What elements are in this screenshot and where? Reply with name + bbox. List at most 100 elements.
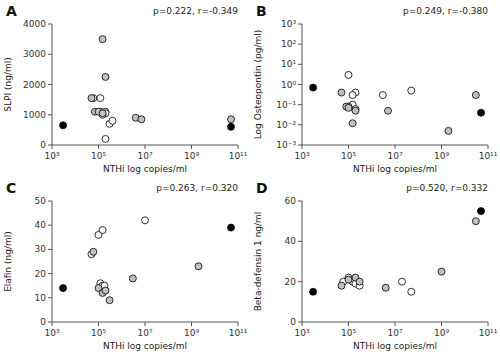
y-tick-label: 10²: [281, 39, 296, 49]
x-tick: [348, 145, 349, 149]
y-axis-line: [52, 201, 53, 322]
point: [379, 92, 386, 99]
point: [60, 285, 67, 292]
point: [338, 89, 345, 96]
annotation: p=0.520, r=0.332: [406, 183, 488, 193]
x-tick-label: 10⁷: [137, 328, 152, 338]
point: [195, 263, 202, 270]
point: [356, 278, 363, 285]
y-tick: [48, 201, 52, 202]
x-tick-label: 10⁹: [184, 328, 199, 338]
x-tick-label: 10¹¹: [479, 151, 498, 161]
point: [478, 109, 485, 116]
figure: 10³10⁵10⁷10⁹10¹¹01000200030004000NTHi lo…: [0, 0, 500, 354]
point: [408, 288, 415, 295]
x-tick: [191, 145, 192, 149]
y-tick: [48, 145, 52, 146]
point: [102, 287, 109, 294]
x-tick: [238, 145, 239, 149]
x-tick: [52, 322, 53, 326]
x-tick-label: 10⁵: [341, 151, 356, 161]
x-tick: [348, 322, 349, 326]
y-tick: [298, 145, 302, 146]
panel: 10³10⁵10⁷10⁹10¹¹01020304050NTHi log copi…: [3, 180, 248, 351]
point: [60, 122, 67, 129]
x-tick: [302, 145, 303, 149]
point: [228, 123, 235, 130]
annotation: p=0.263, r=0.320: [156, 183, 238, 193]
y-tick-label: 10⁻¹: [276, 100, 296, 110]
y-tick-label: 10⁻³: [276, 140, 296, 150]
x-tick-label: 10⁹: [434, 151, 449, 161]
y-tick-label: 10¹: [281, 59, 296, 69]
y-tick-label: 4000: [23, 19, 46, 29]
y-tick-label: 40: [35, 220, 47, 230]
x-tick: [395, 322, 396, 326]
x-tick-label: 10³: [294, 151, 309, 161]
y-tick: [48, 84, 52, 85]
point: [102, 73, 109, 80]
x-tick: [145, 145, 146, 149]
annotation: p=0.222, r=-0.349: [153, 6, 238, 16]
x-tick-label: 10³: [44, 328, 59, 338]
y-tick-label: 0: [290, 317, 296, 327]
point: [338, 282, 345, 289]
y-axis-label: Elafin (ng/ml): [3, 231, 13, 292]
y-tick: [298, 84, 302, 85]
y-axis-label: Beta-defensin 1 ng/ml: [253, 212, 263, 312]
x-tick-label: 10⁷: [387, 151, 402, 161]
point: [438, 268, 445, 275]
y-axis-label: Log Osteopontin (pg/ml): [253, 30, 263, 140]
point: [345, 104, 352, 111]
x-tick: [488, 322, 489, 326]
x-tick: [488, 145, 489, 149]
point: [90, 248, 97, 255]
x-tick-label: 10³: [294, 328, 309, 338]
annotation: p=0.249, r=-0.380: [403, 6, 488, 16]
x-tick: [302, 322, 303, 326]
x-tick-label: 10⁹: [184, 151, 199, 161]
y-tick: [48, 273, 52, 274]
y-tick: [48, 249, 52, 250]
point: [99, 36, 106, 43]
point: [478, 208, 485, 215]
y-tick-label: 0: [40, 317, 46, 327]
point: [106, 297, 113, 304]
y-tick-label: 20: [285, 277, 297, 287]
point: [352, 107, 359, 114]
plot-area: [60, 217, 235, 304]
panel-title: D: [256, 180, 268, 196]
point: [99, 110, 106, 117]
y-tick-label: 10³: [281, 19, 296, 29]
x-tick-label: 10¹¹: [479, 328, 498, 338]
point: [382, 284, 389, 291]
point: [349, 92, 356, 99]
x-tick-label: 10³: [44, 151, 59, 161]
panel-title: C: [6, 180, 16, 196]
panel: 10³10⁵10⁷10⁹10¹¹0204060NTHi log copies/m…: [253, 180, 498, 351]
point: [398, 278, 405, 285]
point: [385, 107, 392, 114]
x-tick-label: 10⁵: [91, 151, 106, 161]
x-axis-label: NTHi log copies/ml: [353, 341, 437, 351]
y-tick-label: 10⁻²: [276, 120, 296, 130]
point: [345, 276, 352, 283]
y-tick-label: 3000: [23, 49, 46, 59]
y-tick: [298, 124, 302, 125]
point: [472, 92, 479, 99]
point: [138, 116, 145, 123]
plot-area: [310, 71, 485, 134]
x-tick-label: 10¹¹: [229, 328, 248, 338]
x-tick: [145, 322, 146, 326]
point: [109, 117, 116, 124]
y-tick-label: 50: [35, 196, 47, 206]
point: [408, 87, 415, 94]
y-tick: [298, 24, 302, 25]
point: [228, 224, 235, 231]
point: [129, 275, 136, 282]
panel: 10³10⁵10⁷10⁹10¹¹10⁻³10⁻²10⁻¹10⁰10¹10²10³…: [253, 3, 498, 174]
y-axis-line: [302, 201, 303, 322]
x-tick-label: 10⁹: [434, 328, 449, 338]
x-tick-label: 10⁵: [341, 328, 356, 338]
y-tick-label: 1000: [23, 110, 46, 120]
